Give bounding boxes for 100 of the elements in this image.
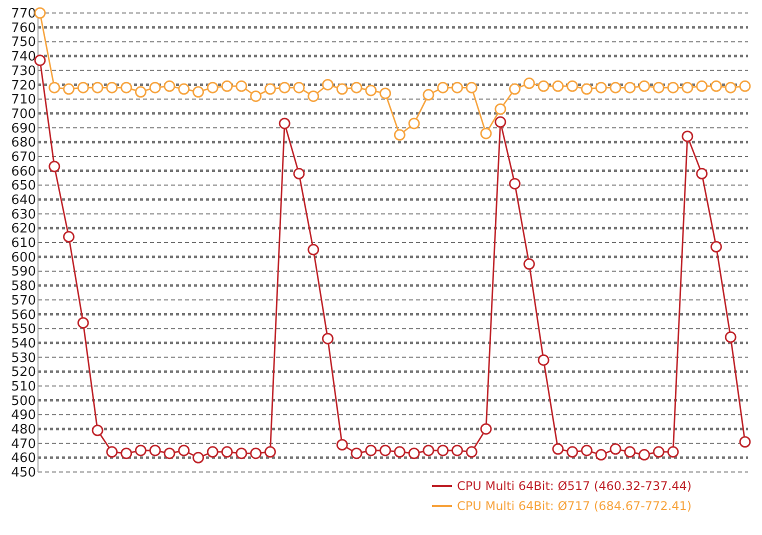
y-tick-label: 600: [11, 250, 36, 266]
point: [523, 258, 535, 270]
point: [724, 331, 736, 343]
point: [77, 317, 89, 329]
point: [667, 82, 679, 94]
point: [92, 82, 104, 94]
point: [580, 444, 592, 456]
point: [350, 448, 362, 460]
point: [48, 160, 60, 172]
point: [667, 446, 679, 458]
y-tick-label: 650: [11, 178, 36, 194]
y-tick-label: 720: [11, 78, 36, 94]
y-tick-label: 770: [11, 6, 36, 22]
y-tick-label: 670: [11, 150, 36, 165]
y-tick-label: 680: [11, 136, 36, 151]
point: [293, 168, 305, 180]
y-tick-label: 700: [11, 106, 36, 122]
point: [336, 83, 348, 95]
point: [106, 82, 118, 94]
point: [250, 90, 262, 102]
point: [566, 80, 578, 92]
y-tick-label: 760: [11, 20, 36, 36]
point: [206, 446, 218, 458]
point: [134, 444, 146, 456]
point: [264, 83, 276, 95]
point: [480, 423, 492, 435]
y-tick-label: 690: [11, 121, 36, 136]
point: [451, 444, 463, 456]
point: [34, 7, 46, 19]
point: [739, 80, 751, 92]
point: [178, 444, 190, 456]
point: [178, 83, 190, 95]
point: [63, 231, 75, 243]
point: [120, 448, 132, 460]
point: [710, 80, 722, 92]
point: [236, 80, 248, 92]
point: [192, 86, 204, 98]
y-tick-label: 500: [11, 394, 36, 409]
point: [322, 78, 334, 90]
point: [221, 80, 233, 92]
legend-label: CPU Multi 64Bit: Ø517 (460.32-737.44): [457, 479, 692, 493]
point: [595, 449, 607, 461]
point: [610, 82, 622, 94]
point: [120, 82, 132, 94]
point: [134, 86, 146, 98]
point: [408, 448, 420, 460]
point: [610, 443, 622, 455]
y-tick-label: 560: [11, 308, 36, 323]
point: [652, 82, 664, 94]
point: [580, 83, 592, 95]
point: [523, 78, 535, 90]
point: [63, 83, 75, 95]
point: [451, 82, 463, 94]
y-tick-label: 710: [11, 92, 36, 108]
y-tick-label: 510: [11, 379, 36, 394]
y-tick-label: 580: [11, 279, 36, 294]
point: [164, 80, 176, 92]
point: [408, 118, 420, 130]
y-tick-label: 590: [11, 264, 36, 280]
point: [638, 80, 650, 92]
point: [538, 80, 550, 92]
y-tick-label: 730: [11, 64, 36, 79]
point: [682, 130, 694, 142]
y-tick-label: 610: [11, 236, 36, 252]
point: [192, 452, 204, 464]
point: [595, 82, 607, 94]
point: [308, 244, 320, 256]
point: [278, 82, 290, 94]
y-tick-label: 570: [11, 293, 36, 308]
y-tick-label: 620: [11, 222, 36, 237]
point: [34, 54, 46, 66]
point: [221, 446, 233, 458]
point: [538, 354, 550, 366]
point: [48, 82, 60, 94]
point: [365, 84, 377, 96]
point: [466, 446, 478, 458]
point: [494, 103, 506, 115]
legend-label: CPU Multi 64Bit: Ø717 (684.67-772.41): [457, 499, 692, 513]
point: [437, 82, 449, 94]
point: [552, 80, 564, 92]
point: [696, 80, 708, 92]
y-tick-label: 520: [11, 365, 36, 380]
y-tick-label: 660: [11, 164, 36, 180]
point: [236, 448, 248, 460]
point: [696, 168, 708, 180]
point: [437, 444, 449, 456]
y-tick-label: 540: [11, 336, 36, 352]
y-tick-label: 630: [11, 207, 36, 222]
point: [466, 82, 478, 94]
point: [394, 129, 406, 141]
point: [380, 444, 392, 456]
point: [365, 444, 377, 456]
point: [206, 82, 218, 94]
point: [552, 443, 564, 455]
point: [480, 128, 492, 140]
y-tick-label: 460: [11, 451, 36, 466]
point: [149, 444, 161, 456]
point: [77, 82, 89, 94]
point: [638, 449, 650, 461]
point: [250, 448, 262, 460]
